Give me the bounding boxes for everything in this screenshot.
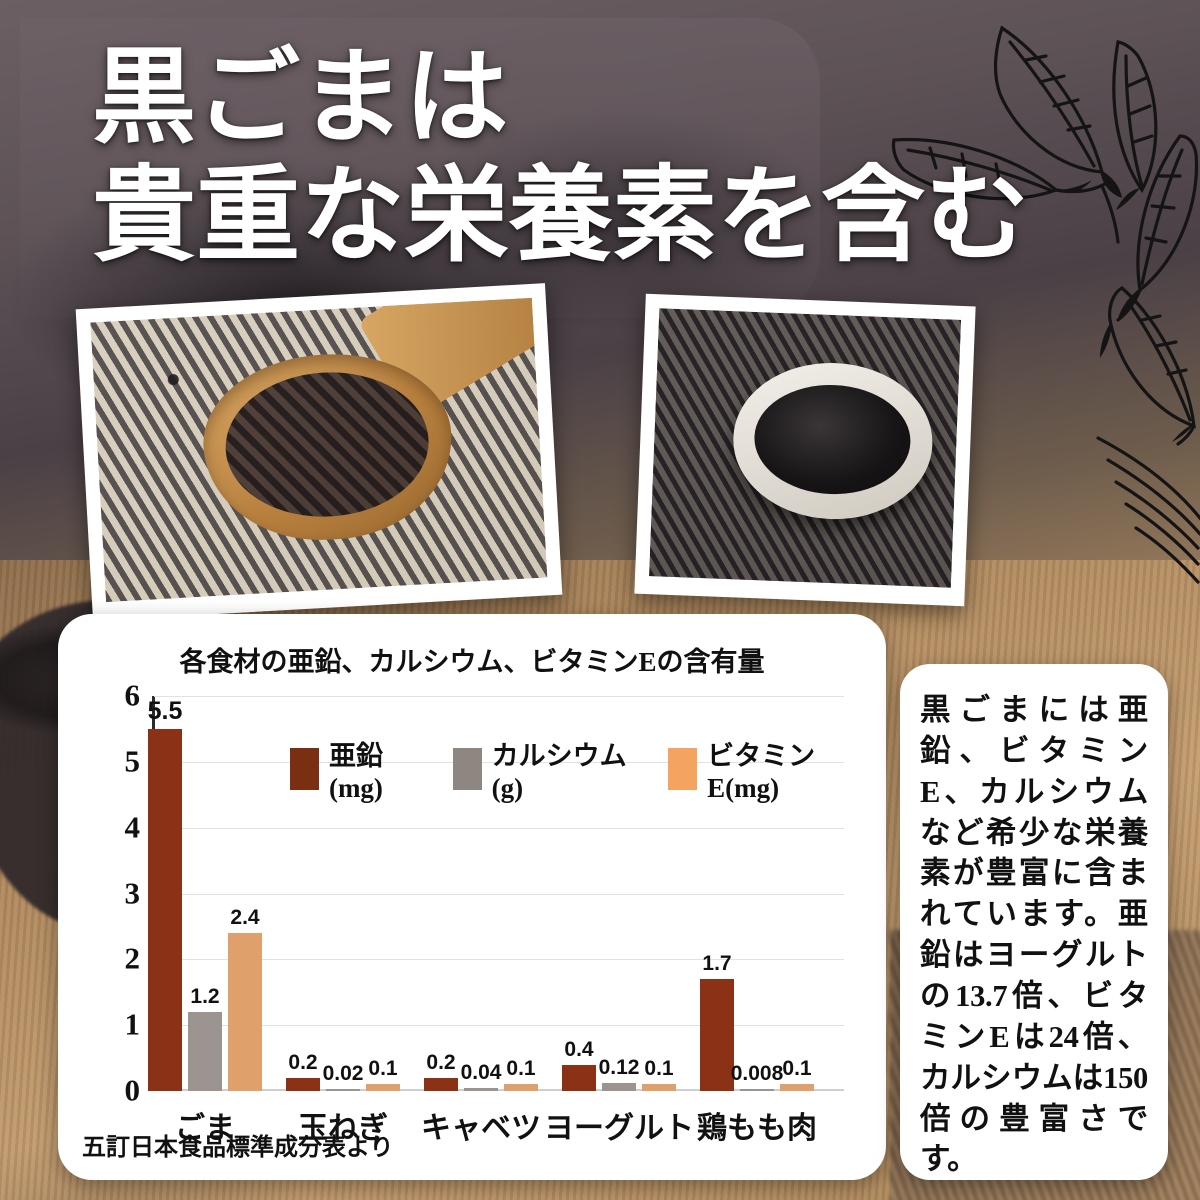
x-axis-baseline bbox=[152, 1089, 844, 1091]
paste-highlight bbox=[828, 425, 861, 443]
chart-card: 各食材の亜鉛、カルシウム、ビタミンEの含有量 0 1 2 3 4 5 6 5.5 1.2 2.4 ご… bbox=[58, 614, 886, 1180]
y-axis-tick-label: 2 bbox=[124, 940, 141, 976]
photo-card-sesame-spoon-image bbox=[90, 297, 548, 603]
chart-bar: 0.008 bbox=[731, 1062, 783, 1091]
chart-bar-value-label: 0.2 bbox=[426, 1050, 456, 1074]
legend-swatch bbox=[290, 748, 319, 790]
x-axis-category-label: キャベツ bbox=[421, 1112, 541, 1145]
chart-source-note: 五訂日本食品標準成分表より bbox=[82, 1135, 394, 1161]
chart-bar: 0.2 bbox=[424, 1051, 458, 1091]
chart-category-group: 1.7 0.008 0.1 鶏もも肉 bbox=[697, 696, 844, 1145]
chart-category-group: 0.2 0.02 0.1 玉ねぎ bbox=[286, 696, 430, 1145]
photo-card-sesame-paste-image bbox=[649, 308, 962, 588]
chart-gridline bbox=[154, 959, 844, 961]
legend-label: カルシウム(g) bbox=[491, 741, 627, 803]
chart-bar: 0.1 bbox=[642, 1057, 676, 1091]
legend-swatch bbox=[668, 748, 698, 790]
chart-bar-value-label: 0.1 bbox=[644, 1057, 674, 1081]
chart-gridline bbox=[154, 761, 844, 763]
side-text-card: 黒ごまには亜鉛、ビタミンE、カルシウムなど希少な栄養素が豊富に含まれています。亜… bbox=[900, 664, 1168, 1180]
chart-bar-value-label: 0.1 bbox=[782, 1057, 812, 1081]
chart-bar-value-label: 0.04 bbox=[460, 1061, 502, 1085]
chart-bar-value-label: 5.5 bbox=[147, 696, 183, 725]
chart-plot-area: 0 1 2 3 4 5 6 5.5 1.2 2.4 ごま 0.2 0.02 0.1 玉ねぎ 0.2 0.04 0.… bbox=[125, 677, 844, 1145]
chart-bar-value-label: 0.02 bbox=[322, 1062, 364, 1085]
chart-bar: 1.2 bbox=[188, 985, 222, 1091]
y-axis-tick-label: 6 bbox=[124, 677, 141, 713]
y-axis-tick-label: 0 bbox=[124, 1072, 141, 1108]
headline-line-2: 貴重な栄養素を含む bbox=[92, 159, 1030, 275]
chart-bar-value-label: 1.2 bbox=[190, 985, 220, 1008]
chart-bar: 0.02 bbox=[323, 1062, 363, 1091]
x-axis-category-label: 鶏もも肉 bbox=[697, 1112, 817, 1145]
chart-category-group: 0.2 0.04 0.1 キャベツ bbox=[421, 696, 568, 1145]
legend-label: ビタミンE(mg) bbox=[707, 741, 816, 803]
chart-gridline bbox=[154, 827, 844, 829]
chart-bar: 0.2 bbox=[286, 1051, 320, 1091]
chart-bar: 0.12 bbox=[599, 1056, 639, 1091]
chart-bar-value-label: 0.12 bbox=[598, 1056, 640, 1080]
chart-gridline bbox=[154, 893, 844, 895]
photo-card-sesame-paste bbox=[634, 293, 976, 607]
chart-bar: 1.7 bbox=[700, 952, 734, 1091]
chart-title: 各食材の亜鉛、カルシウム、ビタミンEの含有量 bbox=[179, 647, 765, 677]
chart-category-group: 5.5 1.2 2.4 ごま bbox=[148, 696, 292, 1145]
headline-shade-overlay bbox=[20, 18, 820, 318]
chart-bar-value-label: 0.008 bbox=[730, 1062, 784, 1085]
y-axis-tick-label: 4 bbox=[124, 808, 141, 844]
chart-bar-value-label: 0.2 bbox=[288, 1050, 318, 1074]
photo-card-sesame-spoon bbox=[75, 283, 563, 621]
chart-legend: 亜鉛(mg) カルシウム(g) ビタミンE(mg) bbox=[290, 734, 886, 804]
legend-swatch bbox=[452, 748, 482, 790]
chart-bar: 0.1 bbox=[504, 1057, 538, 1091]
chart-bar-value-label: 0.4 bbox=[564, 1037, 594, 1061]
chart-bar-value-label: 2.4 bbox=[230, 906, 260, 929]
chart-bar: 0.1 bbox=[366, 1057, 400, 1091]
chart-category-group: 0.4 0.12 0.1 ヨーグルト bbox=[544, 696, 706, 1145]
x-axis-category-label: 玉ねぎ bbox=[298, 1112, 388, 1145]
chart-bar: 0.04 bbox=[461, 1061, 501, 1091]
chart-gridline bbox=[154, 1025, 844, 1027]
chart-bar-value-label: 1.7 bbox=[702, 952, 732, 976]
y-axis-tick-label: 5 bbox=[124, 743, 141, 779]
headline-line-1: 黒ごまは bbox=[92, 41, 509, 156]
x-axis-category-label: ごま bbox=[175, 1112, 235, 1145]
chart-gridline bbox=[154, 696, 844, 697]
headline: 黒ごまは 貴重な栄養素を含む bbox=[0, 41, 1160, 275]
chart-bar-value-label: 0.1 bbox=[506, 1057, 536, 1081]
y-axis-tick-label: 3 bbox=[124, 874, 141, 910]
x-axis-category-label: ヨーグルト bbox=[544, 1112, 694, 1145]
legend-label: 亜鉛(mg) bbox=[328, 741, 383, 803]
chart-bar-value-label: 0.1 bbox=[368, 1057, 398, 1081]
chart-bar: 0.1 bbox=[780, 1057, 814, 1091]
chart-bar: 0.4 bbox=[562, 1038, 596, 1091]
chart-bar: 2.4 bbox=[228, 906, 262, 1091]
y-axis-tick-label: 1 bbox=[124, 1006, 141, 1042]
side-text-body: 黒ごまには亜鉛、ビタミンE、カルシウムなど希少な栄養素が豊富に含まれています。亜… bbox=[920, 693, 1148, 1177]
chart-bar: 5.5 bbox=[148, 697, 182, 1091]
